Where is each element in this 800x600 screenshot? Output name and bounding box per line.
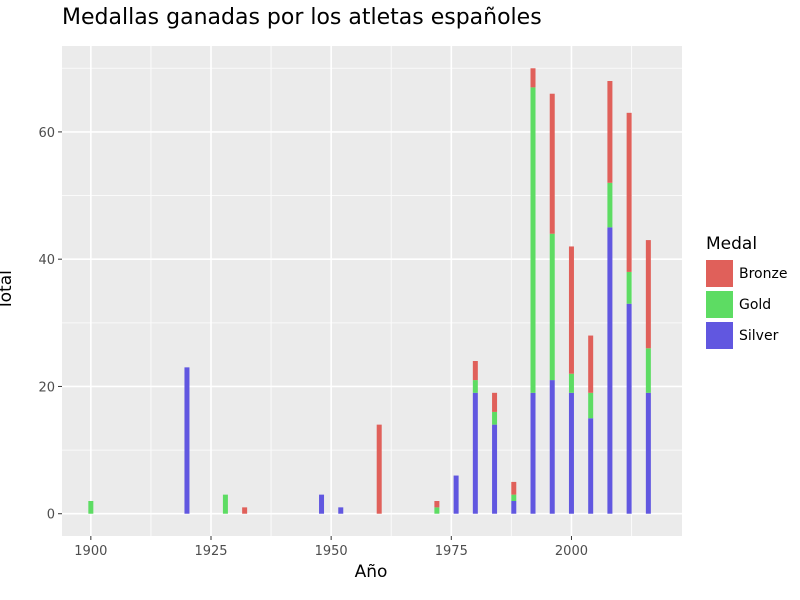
- bar-segment-gold: [607, 182, 613, 228]
- x-tick-label: 1975: [435, 544, 468, 559]
- bar-segment-silver: [549, 380, 555, 514]
- bar-segment-gold: [626, 271, 632, 304]
- y-tick-label: 0: [47, 508, 55, 523]
- bar-segment-gold: [222, 494, 228, 514]
- bar-segment-bronze: [530, 68, 536, 88]
- x-tick-label: 1900: [74, 544, 107, 559]
- chart-title: Medallas ganadas por los atletas español…: [62, 5, 542, 30]
- bar-segment-bronze: [568, 246, 574, 374]
- legend-item-gold: Gold: [706, 289, 787, 320]
- bar-segment-silver: [472, 392, 478, 514]
- bar-segment-gold: [472, 380, 478, 393]
- y-axis-label: Total: [0, 270, 16, 310]
- legend-title: Medal: [706, 234, 758, 254]
- bar-segment-gold: [511, 494, 517, 501]
- bar-segment-gold: [588, 392, 594, 419]
- legend-swatch-bronze: [706, 260, 733, 287]
- legend-label-silver: Silver: [739, 327, 779, 344]
- legend-label-bronze: Bronze: [739, 265, 788, 282]
- bar-segment-bronze: [492, 392, 498, 412]
- bar-segment-silver: [453, 475, 459, 514]
- bar-segment-gold: [568, 373, 574, 393]
- bar-segment-silver: [626, 303, 632, 514]
- x-tick-label: 1950: [315, 544, 348, 559]
- legend-label-gold: Gold: [739, 296, 772, 313]
- legend-item-bronze: Bronze: [706, 258, 787, 289]
- bar-segment-silver: [492, 424, 498, 514]
- bar-segment-gold: [549, 233, 555, 381]
- bar-segment-gold: [530, 87, 536, 393]
- x-axis-label: Año: [354, 562, 388, 582]
- bar-segment-silver: [588, 418, 594, 514]
- bar-segment-silver: [530, 392, 536, 514]
- legend: Medal Bronze Gold Silver: [706, 234, 787, 351]
- bar-segment-silver: [568, 392, 574, 514]
- y-tick-label: 60: [38, 126, 55, 141]
- bar-segment-bronze: [242, 507, 248, 514]
- y-tick-label: 20: [38, 380, 55, 395]
- bar-segment-bronze: [626, 112, 632, 272]
- bar-segment-bronze: [549, 93, 555, 234]
- bar-segment-bronze: [511, 481, 517, 495]
- bar-segment-bronze: [607, 81, 613, 183]
- bar-segment-silver: [338, 507, 344, 514]
- legend-swatch-silver: [706, 322, 733, 349]
- bar-segment-gold: [645, 348, 651, 393]
- bar-segment-silver: [184, 367, 190, 514]
- y-tick-label: 40: [38, 253, 55, 268]
- bar-segment-bronze: [645, 240, 651, 349]
- bar-segment-gold: [434, 507, 440, 514]
- bar-segment-silver: [319, 494, 325, 514]
- x-tick-label: 2000: [555, 544, 588, 559]
- x-tick-label: 1925: [194, 544, 227, 559]
- bar-segment-silver: [607, 227, 613, 514]
- bar-segment-bronze: [376, 424, 382, 514]
- legend-swatch-gold: [706, 291, 733, 318]
- bar-segment-gold: [492, 411, 498, 425]
- bar-segment-silver: [645, 392, 651, 514]
- bar-segment-bronze: [588, 335, 594, 393]
- plot-panel: [62, 46, 682, 536]
- bar-segment-gold: [88, 501, 94, 514]
- legend-item-silver: Silver: [706, 320, 787, 351]
- bar-segment-bronze: [472, 361, 478, 381]
- bar-segment-silver: [511, 501, 517, 514]
- bar-segment-bronze: [434, 501, 440, 508]
